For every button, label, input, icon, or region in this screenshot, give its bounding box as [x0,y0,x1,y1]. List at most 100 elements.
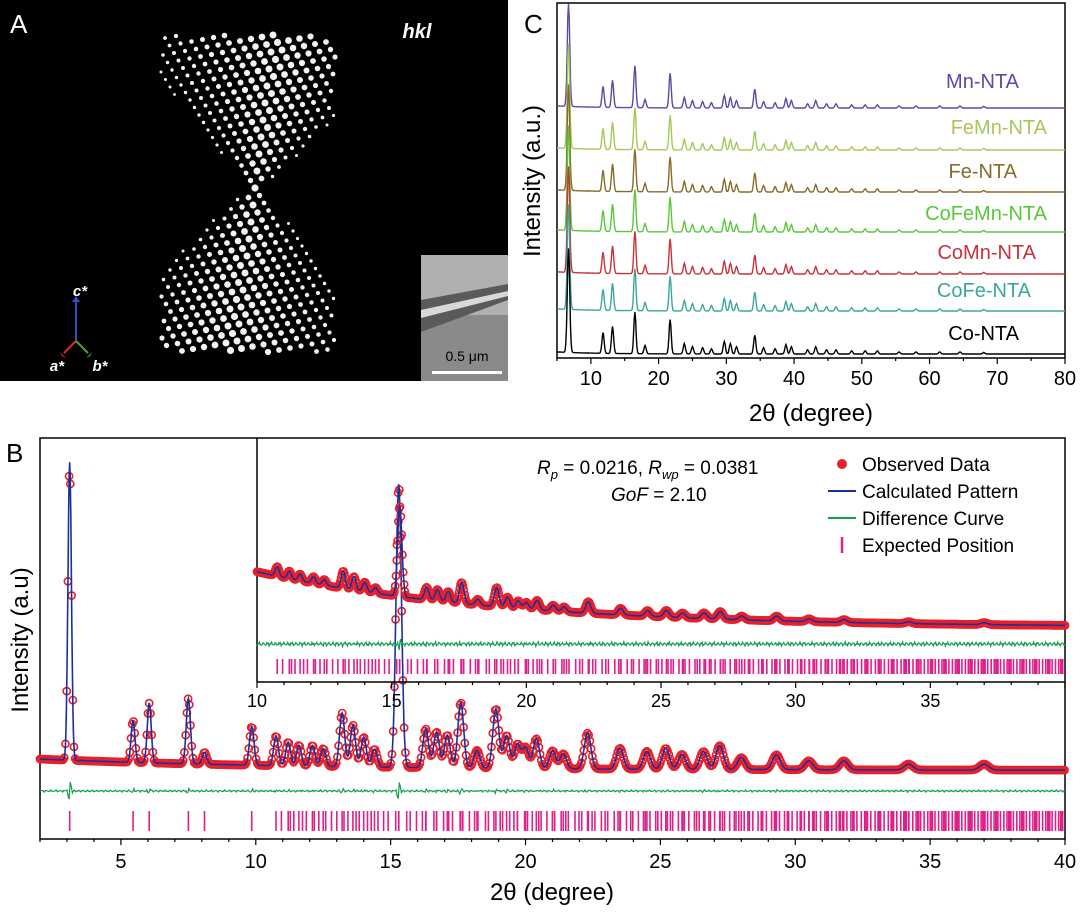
lattice-dot [298,261,302,265]
lattice-dot [316,48,323,55]
lattice-dot [215,143,219,147]
lattice-dot [267,332,273,338]
panel-b-inset [252,438,1070,683]
lattice-dot [235,197,240,202]
lattice-dot [314,349,319,354]
lattice-dot [268,232,274,238]
lattice-dot [312,82,319,89]
panel-c-series-labels: Mn-NTA FeMn-NTA Fe-NTA CoFeMn-NTA CoMn-NTA Co… [925,71,1048,345]
lattice-dot [318,315,323,320]
lattice-dot [196,295,202,301]
lattice-dot [222,74,228,80]
lattice-dot [293,294,299,300]
observed-point [241,758,251,768]
lattice-dot [285,78,293,86]
lattice-dot [189,304,196,311]
lattice-dot [222,339,230,347]
observed-point [527,751,536,761]
series-line-co-nta [556,248,1065,355]
lattice-dot [239,245,246,252]
panel-a: 0.5 μm A hkl c* a* b* [0,0,508,381]
panel-c-frame [556,2,1066,359]
lattice-dot [298,59,306,67]
lattice-dot [236,220,244,228]
lattice-dot [319,73,325,79]
lattice-dot [327,330,332,335]
lattice-dot [243,170,249,176]
lattice-dot [188,98,192,102]
lattice-dot [193,46,199,52]
observed-point [467,759,477,768]
expected-positions [68,811,1064,831]
legend-difference-label: Difference Curve [862,509,1004,530]
lattice-dot [314,125,318,129]
b-x-tick-label: 40 [1054,851,1076,873]
lattice-dot [192,329,198,335]
lattice-dot [222,216,227,221]
lattice-dot [277,105,284,112]
lattice-dot [183,314,189,320]
lattice-dot [250,243,257,250]
lattice-dot [249,160,256,167]
lattice-dot [266,148,274,156]
lattice-dot [219,273,227,281]
lattice-dot [291,270,296,275]
lattice-dot [218,332,225,339]
lattice-dot [179,266,183,270]
lattice-dot [265,65,273,73]
lattice-dot [308,75,314,81]
lattice-dot [304,109,310,115]
lattice-dot [320,339,326,345]
lattice-dot [179,348,185,354]
lattice-dot [216,84,221,89]
observed-point [507,752,517,761]
lattice-dot [176,58,181,63]
legend-observed-marker [837,459,847,469]
lattice-dot [296,136,301,141]
series-line-femn-nta [557,43,1065,151]
lattice-dot [331,296,336,301]
lattice-dot [272,97,280,105]
lattice-dot [317,90,323,96]
lattice-dot [323,39,329,45]
observed-point [303,756,313,766]
lattice-dot [178,306,185,313]
inset-difference-line [256,638,1066,651]
lattice-dot [168,85,172,89]
lattice-dot [192,105,197,110]
lattice-dot [230,230,237,237]
lattice-dot [288,245,294,251]
lattice-dot [239,163,244,168]
c-x-tick-label: 70 [986,368,1008,390]
observed-point [574,763,584,773]
lattice-dot [264,266,270,272]
lattice-dot [283,155,288,160]
lattice-dot [185,73,190,78]
lattice-dot [228,288,236,296]
lattice-dot [291,128,297,134]
lattice-dot [256,50,264,58]
lattice-dot [183,90,188,95]
lattice-dot [259,299,267,307]
lattice-dot [321,56,327,62]
lattice-dot [170,68,174,72]
lattice-dot [230,47,237,54]
observed-point [359,733,369,742]
series-line-cofe-nta [557,204,1065,312]
lattice-dot [244,111,251,118]
lattice-dot [228,64,235,71]
lattice-dot [273,240,278,245]
lattice-dot [183,273,188,278]
observed-point [472,745,482,755]
lattice-dot [289,328,295,334]
b-x-tick-label: 30 [784,851,806,873]
lattice-dot [253,126,260,133]
lattice-dot [292,69,299,76]
panel-b: B 5 10 15 20 25 30 35 40 2θ (degree) Intensity … [6,437,1076,906]
lattice-dot [264,307,271,314]
lattice-dot [202,285,209,292]
inset-calculated-line [256,503,1065,627]
a-axis-label: a* [50,358,65,375]
lattice-dot [215,42,221,48]
lattice-dot [283,95,291,103]
